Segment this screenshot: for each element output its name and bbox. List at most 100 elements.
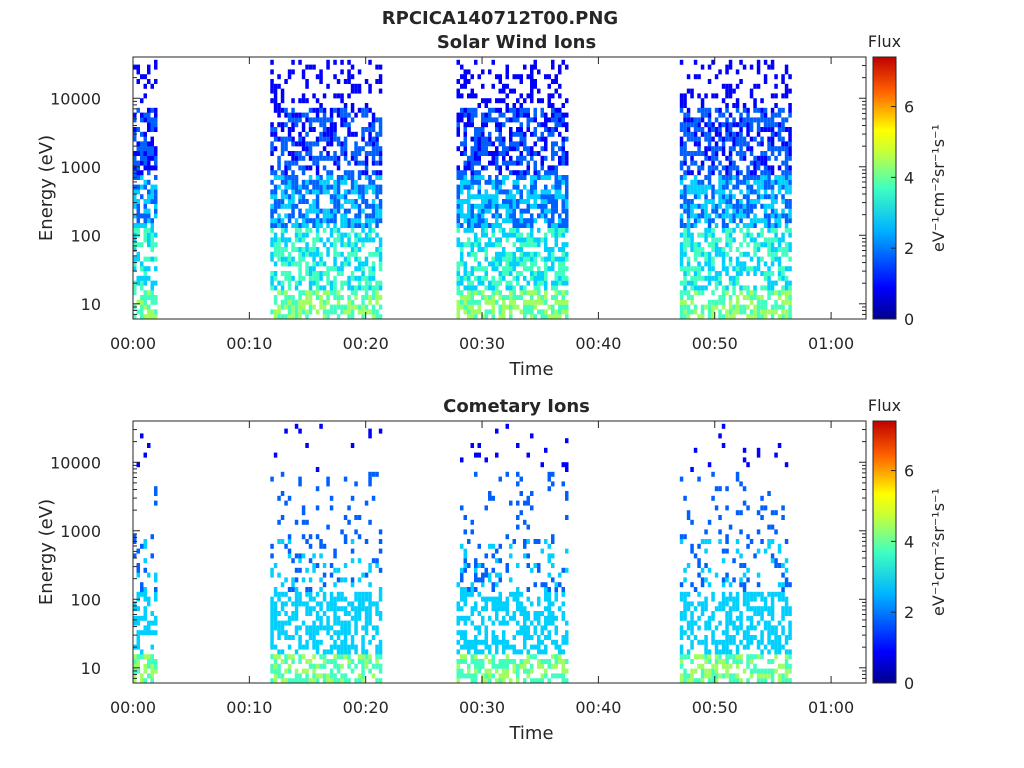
flux-cell [547,227,551,233]
flux-cell [277,596,281,602]
flux-cell [336,266,341,272]
flux-cell [294,218,299,224]
flux-cell [488,572,492,578]
flux-cell [519,242,523,248]
flux-cell [704,275,708,281]
flux-cell [690,189,694,195]
flux-cell [561,151,565,156]
flux-cell [456,299,460,305]
flux-cell [284,179,288,185]
flux-cell [711,596,715,602]
flux-cell [756,247,761,252]
flux-cell [456,227,460,233]
flux-cell [732,237,736,243]
flux-cell [375,290,379,296]
flux-cell [551,314,555,320]
flux-cell [347,242,351,248]
flux-cell [284,122,288,128]
flux-cell [512,203,516,209]
flux-cell [467,165,471,171]
flux-cell [147,314,151,320]
flux-cell [488,203,492,209]
flux-cell [470,242,474,248]
flux-cell [711,184,715,190]
flux-cell [291,558,295,564]
flux-cell [725,635,729,640]
flux-cell [491,155,495,161]
flux-cell [697,285,701,291]
flux-cell [784,678,789,684]
flux-cell [336,165,341,171]
flux-cell [760,606,764,612]
flux-cell [336,184,341,190]
flux-cell [732,88,736,94]
flux-cell [340,654,344,660]
flux-cell [753,304,757,310]
flux-cell [329,304,334,310]
flux-cell [502,203,506,209]
flux-cell [519,309,523,315]
flux-cell [739,203,743,209]
flux-cell [298,199,302,204]
flux-cell [526,223,530,228]
flux-cell [509,155,513,161]
flux-cell [343,232,348,238]
flux-cell [467,587,471,592]
flux-cell [533,611,537,616]
flux-cell [470,644,474,650]
flux-cell [329,505,334,511]
flux-cell [523,553,527,559]
flux-cell [298,591,302,597]
colorbar-unit-label: eV⁻¹cm⁻²sr⁻¹s⁻¹ [929,488,948,616]
flux-cell [718,275,722,281]
flux-cell [704,659,708,664]
flux-cell [565,668,569,674]
flux-cell [270,572,274,578]
flux-cell [697,558,701,564]
flux-cell [308,208,313,214]
flux-cell [481,563,485,568]
flux-cell [322,563,327,568]
flux-cell [746,678,750,684]
flux-cell [498,112,502,118]
flux-cell [305,587,309,592]
flux-cell [498,151,502,156]
flux-cell [697,654,701,660]
flux-cell [484,295,488,300]
flux-cell [760,654,764,660]
flux-cell [495,663,499,669]
flux-cell [509,299,513,305]
flux-cell [477,242,481,248]
flux-cell [350,615,355,621]
flux-cell [371,271,376,276]
flux-cell [728,635,733,640]
flux-cell [725,88,729,94]
flux-cell [700,64,705,70]
flux-cell [312,208,316,214]
flux-cell [463,659,467,664]
flux-cell [502,88,506,94]
flux-cell [519,189,523,195]
flux-cell [154,299,158,305]
flux-cell [788,146,792,152]
flux-cell [551,471,555,477]
flux-cell [150,237,154,243]
flux-cell [154,295,158,300]
flux-cell [704,189,708,195]
flux-cell [340,596,344,602]
flux-cell [718,146,722,152]
flux-cell [305,165,309,171]
flux-cell [270,654,274,660]
flux-cell [375,630,379,636]
flux-cell [270,678,274,684]
flux-cell [270,194,274,200]
flux-cell [336,199,341,204]
flux-cell [711,146,715,152]
flux-cell [484,457,488,463]
flux-cell [273,678,278,684]
flux-cell [495,117,499,123]
flux-cell [298,635,302,640]
flux-cell [336,314,341,320]
flux-cell [760,271,764,276]
flux-cell [305,232,309,238]
